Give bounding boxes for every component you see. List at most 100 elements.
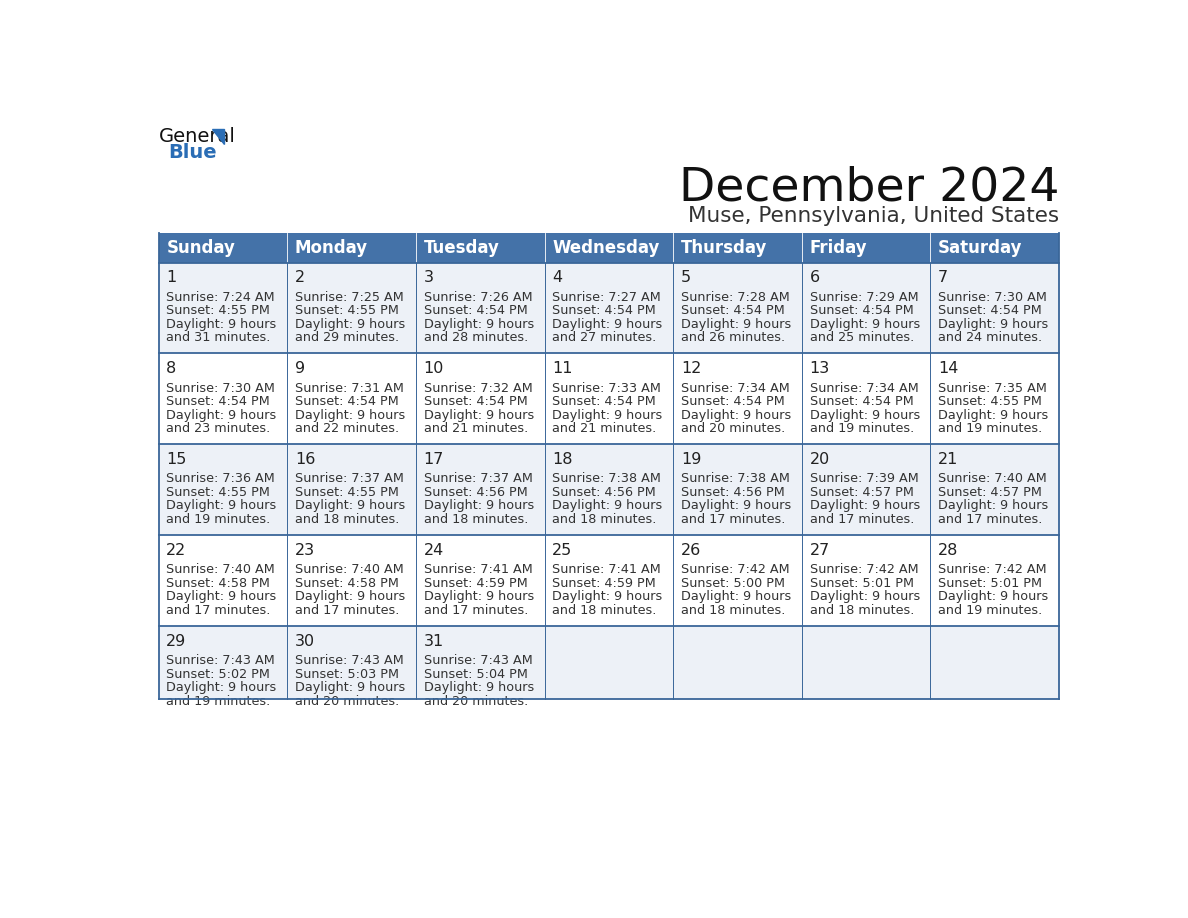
Text: Sunset: 4:54 PM: Sunset: 4:54 PM	[552, 395, 656, 409]
Text: Daylight: 9 hours: Daylight: 9 hours	[681, 318, 791, 330]
Text: Daylight: 9 hours: Daylight: 9 hours	[809, 499, 920, 512]
Text: and 23 minutes.: and 23 minutes.	[166, 422, 271, 435]
Text: Sunrise: 7:40 AM: Sunrise: 7:40 AM	[166, 564, 276, 577]
Text: 17: 17	[424, 452, 444, 467]
Polygon shape	[211, 129, 223, 143]
Text: Friday: Friday	[809, 239, 867, 257]
Text: Sunset: 4:54 PM: Sunset: 4:54 PM	[166, 395, 270, 409]
Text: and 17 minutes.: and 17 minutes.	[166, 604, 271, 617]
Text: Daylight: 9 hours: Daylight: 9 hours	[295, 409, 405, 421]
Text: Sunrise: 7:37 AM: Sunrise: 7:37 AM	[424, 473, 532, 486]
Text: 3: 3	[424, 270, 434, 285]
Text: Daylight: 9 hours: Daylight: 9 hours	[424, 499, 533, 512]
Text: Daylight: 9 hours: Daylight: 9 hours	[166, 318, 277, 330]
Text: Sunset: 4:54 PM: Sunset: 4:54 PM	[809, 304, 914, 318]
Text: Daylight: 9 hours: Daylight: 9 hours	[295, 318, 405, 330]
Text: Daylight: 9 hours: Daylight: 9 hours	[809, 318, 920, 330]
Text: Wednesday: Wednesday	[552, 239, 659, 257]
Text: and 17 minutes.: and 17 minutes.	[295, 604, 399, 617]
Text: Daylight: 9 hours: Daylight: 9 hours	[809, 409, 920, 421]
Text: and 19 minutes.: and 19 minutes.	[939, 422, 1043, 435]
Text: Sunset: 4:57 PM: Sunset: 4:57 PM	[939, 486, 1042, 498]
Text: Daylight: 9 hours: Daylight: 9 hours	[552, 590, 663, 603]
Text: Sunrise: 7:31 AM: Sunrise: 7:31 AM	[295, 382, 404, 395]
Text: Daylight: 9 hours: Daylight: 9 hours	[424, 590, 533, 603]
Text: and 21 minutes.: and 21 minutes.	[552, 422, 657, 435]
Bar	[158, 233, 1060, 263]
Text: 30: 30	[295, 633, 315, 649]
Text: Sunrise: 7:28 AM: Sunrise: 7:28 AM	[681, 291, 790, 304]
Text: Daylight: 9 hours: Daylight: 9 hours	[939, 318, 1049, 330]
Text: Daylight: 9 hours: Daylight: 9 hours	[681, 499, 791, 512]
Text: 24: 24	[424, 543, 444, 558]
Text: Daylight: 9 hours: Daylight: 9 hours	[424, 318, 533, 330]
Text: 26: 26	[681, 543, 701, 558]
Text: Muse, Pennsylvania, United States: Muse, Pennsylvania, United States	[688, 207, 1060, 227]
Text: 19: 19	[681, 452, 701, 467]
Text: Blue: Blue	[168, 142, 216, 162]
Bar	[158, 444, 1060, 535]
Text: Sunrise: 7:43 AM: Sunrise: 7:43 AM	[424, 655, 532, 667]
Text: and 17 minutes.: and 17 minutes.	[939, 513, 1043, 526]
Text: Sunrise: 7:38 AM: Sunrise: 7:38 AM	[681, 473, 790, 486]
Text: Daylight: 9 hours: Daylight: 9 hours	[166, 499, 277, 512]
Text: Sunset: 4:54 PM: Sunset: 4:54 PM	[424, 395, 527, 409]
Text: Sunrise: 7:27 AM: Sunrise: 7:27 AM	[552, 291, 661, 304]
Bar	[158, 626, 1060, 700]
Text: Daylight: 9 hours: Daylight: 9 hours	[424, 681, 533, 694]
Text: 14: 14	[939, 361, 959, 376]
Text: Daylight: 9 hours: Daylight: 9 hours	[424, 409, 533, 421]
Text: Sunset: 4:54 PM: Sunset: 4:54 PM	[552, 304, 656, 318]
Text: Sunrise: 7:42 AM: Sunrise: 7:42 AM	[939, 564, 1047, 577]
Text: Sunset: 4:54 PM: Sunset: 4:54 PM	[681, 304, 785, 318]
Text: 20: 20	[809, 452, 830, 467]
Text: 27: 27	[809, 543, 830, 558]
Text: and 18 minutes.: and 18 minutes.	[552, 604, 657, 617]
Text: 29: 29	[166, 633, 187, 649]
Text: and 25 minutes.: and 25 minutes.	[809, 331, 914, 344]
Text: Sunrise: 7:38 AM: Sunrise: 7:38 AM	[552, 473, 662, 486]
Text: 5: 5	[681, 270, 691, 285]
Text: Daylight: 9 hours: Daylight: 9 hours	[681, 590, 791, 603]
Text: Sunrise: 7:43 AM: Sunrise: 7:43 AM	[295, 655, 404, 667]
Text: Sunset: 4:55 PM: Sunset: 4:55 PM	[295, 304, 399, 318]
Text: and 17 minutes.: and 17 minutes.	[809, 513, 914, 526]
Text: Sunset: 4:58 PM: Sunset: 4:58 PM	[166, 577, 270, 589]
Text: Sunset: 5:02 PM: Sunset: 5:02 PM	[166, 667, 270, 680]
Text: Daylight: 9 hours: Daylight: 9 hours	[939, 499, 1049, 512]
Text: Sunrise: 7:34 AM: Sunrise: 7:34 AM	[809, 382, 918, 395]
Text: Daylight: 9 hours: Daylight: 9 hours	[295, 681, 405, 694]
Text: Sunset: 5:01 PM: Sunset: 5:01 PM	[939, 577, 1042, 589]
Text: Sunset: 4:54 PM: Sunset: 4:54 PM	[939, 304, 1042, 318]
Text: 7: 7	[939, 270, 948, 285]
Text: 1: 1	[166, 270, 177, 285]
Text: 13: 13	[809, 361, 830, 376]
Text: Sunrise: 7:42 AM: Sunrise: 7:42 AM	[809, 564, 918, 577]
Text: Sunset: 4:57 PM: Sunset: 4:57 PM	[809, 486, 914, 498]
Text: and 27 minutes.: and 27 minutes.	[552, 331, 657, 344]
Text: 6: 6	[809, 270, 820, 285]
Text: Daylight: 9 hours: Daylight: 9 hours	[166, 409, 277, 421]
Text: General: General	[158, 127, 235, 146]
Text: Monday: Monday	[295, 239, 368, 257]
Text: and 18 minutes.: and 18 minutes.	[681, 604, 785, 617]
Text: Daylight: 9 hours: Daylight: 9 hours	[552, 318, 663, 330]
Text: Sunrise: 7:32 AM: Sunrise: 7:32 AM	[424, 382, 532, 395]
Text: 21: 21	[939, 452, 959, 467]
Text: Sunrise: 7:36 AM: Sunrise: 7:36 AM	[166, 473, 276, 486]
Text: and 17 minutes.: and 17 minutes.	[681, 513, 785, 526]
Text: Sunset: 4:55 PM: Sunset: 4:55 PM	[939, 395, 1042, 409]
Text: Sunrise: 7:24 AM: Sunrise: 7:24 AM	[166, 291, 274, 304]
Text: Sunset: 4:55 PM: Sunset: 4:55 PM	[166, 304, 270, 318]
Text: and 20 minutes.: and 20 minutes.	[295, 695, 399, 708]
Bar	[158, 263, 1060, 353]
Text: Daylight: 9 hours: Daylight: 9 hours	[552, 499, 663, 512]
Text: 18: 18	[552, 452, 573, 467]
Text: Sunset: 4:54 PM: Sunset: 4:54 PM	[424, 304, 527, 318]
Text: Sunrise: 7:42 AM: Sunrise: 7:42 AM	[681, 564, 790, 577]
Text: and 20 minutes.: and 20 minutes.	[424, 695, 527, 708]
Text: Daylight: 9 hours: Daylight: 9 hours	[939, 409, 1049, 421]
Text: and 19 minutes.: and 19 minutes.	[809, 422, 914, 435]
Text: Sunrise: 7:39 AM: Sunrise: 7:39 AM	[809, 473, 918, 486]
Text: and 18 minutes.: and 18 minutes.	[424, 513, 527, 526]
